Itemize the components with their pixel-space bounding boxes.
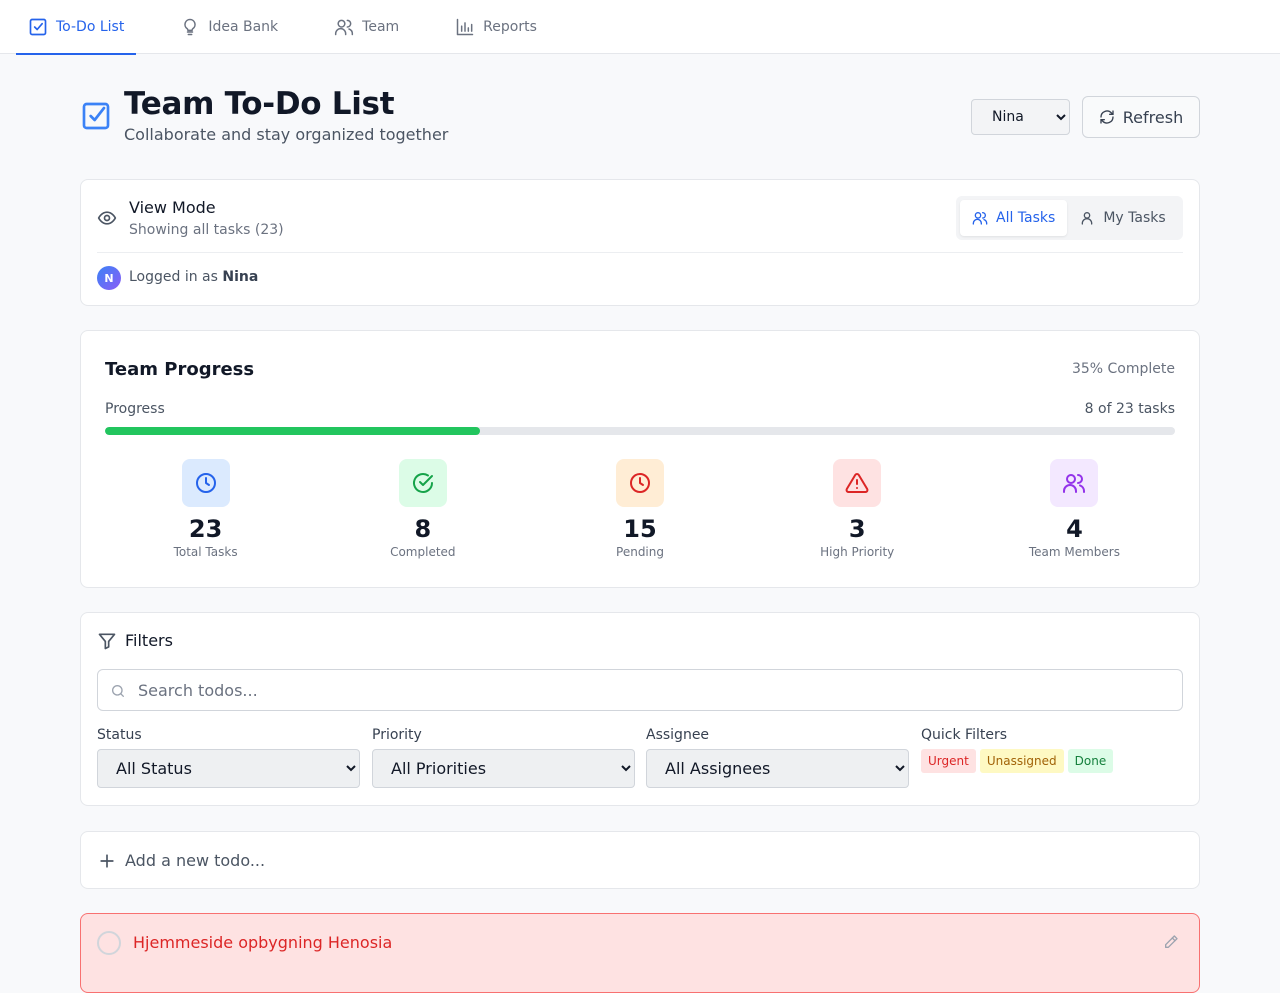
my-tasks-label: My Tasks <box>1103 210 1166 226</box>
stat-completed: 8 Completed <box>314 459 531 559</box>
progress-percent: 35% Complete <box>1071 361 1175 377</box>
status-label: Status <box>97 727 142 743</box>
progress-bar <box>105 427 1175 435</box>
refresh-label: Refresh <box>1122 107 1184 127</box>
stat-icon-box <box>398 459 447 507</box>
all-tasks-label: All Tasks <box>996 210 1056 226</box>
user-icon <box>1081 212 1093 225</box>
bar-chart-icon <box>456 18 474 36</box>
todo-title[interactable]: Hjemmeside opbygning Henosia <box>133 933 393 952</box>
progress-title: Team Progress <box>105 359 255 380</box>
todo-item: Hjemmeside opbygning Henosia <box>80 913 1200 993</box>
stat-pending: 15 Pending <box>531 459 748 559</box>
stat-value: 4 <box>1066 515 1083 543</box>
priority-filter: Priority All Priorities <box>372 727 635 788</box>
view-mode-subtitle: Showing all tasks (23) <box>129 222 284 238</box>
add-todo-label: Add a new todo... <box>125 851 266 870</box>
stat-value: 3 <box>848 515 866 543</box>
filter-icon <box>98 633 116 650</box>
search-box <box>97 669 1183 711</box>
tab-label: Reports <box>483 19 537 35</box>
stat-icon-box <box>1050 459 1099 507</box>
page-header: Team To-Do List Collaborate and stay org… <box>80 86 1200 150</box>
priority-label: Priority <box>372 727 422 743</box>
stat-team-members: 4 Team Members <box>966 459 1183 559</box>
refresh-button[interactable]: Refresh <box>1082 96 1200 138</box>
page-subtitle: Collaborate and stay organized together <box>124 125 449 144</box>
assignee-filter: Assignee All Assignees <box>646 727 909 788</box>
tab-todo-list[interactable]: To-Do List <box>16 0 137 55</box>
unassigned-chip[interactable]: Unassigned <box>979 749 1064 773</box>
tab-idea-bank[interactable]: Idea Bank <box>168 0 290 54</box>
top-nav: To-Do List Idea Bank Team Reports <box>0 0 1280 55</box>
priority-select[interactable]: All Priorities <box>372 749 635 788</box>
tab-label: Idea Bank <box>208 19 279 35</box>
pencil-icon[interactable] <box>1163 934 1179 950</box>
filters-card: Filters Status All Status Priority All P… <box>80 612 1200 806</box>
stat-label: Pending <box>616 545 664 559</box>
progress-bar-fill <box>105 427 480 435</box>
tab-label: Team <box>362 19 400 35</box>
clock-icon <box>195 473 216 493</box>
assignee-select[interactable]: All Assignees <box>646 749 909 788</box>
search-input[interactable] <box>138 670 1168 710</box>
team-progress-card: Team Progress 35% Complete Progress 8 of… <box>80 330 1200 588</box>
stat-icon-box <box>181 459 230 507</box>
todo-checkbox[interactable] <box>97 931 121 955</box>
avatar: N <box>97 266 121 290</box>
stat-value: 23 <box>188 515 223 543</box>
stat-high-priority: 3 High Priority <box>749 459 966 559</box>
assignee-label: Assignee <box>646 727 710 743</box>
users-icon <box>1063 474 1086 493</box>
add-todo-button[interactable]: Add a new todo... <box>80 831 1200 889</box>
progress-count: 8 of 23 tasks <box>1084 401 1175 417</box>
stat-value: 15 <box>623 515 657 543</box>
quick-filters-label: Quick Filters <box>921 727 1008 743</box>
logged-in-prefix: Logged in as <box>129 269 218 285</box>
all-tasks-button[interactable]: All Tasks <box>960 200 1068 236</box>
stats-row: 23 Total Tasks 8 Completed 15 Pending 3 … <box>97 459 1183 559</box>
stat-total-tasks: 23 Total Tasks <box>97 459 314 559</box>
tab-label: To-Do List <box>56 19 125 35</box>
quick-filter-chips: Urgent Unassigned Done <box>921 749 1114 773</box>
check-square-icon <box>82 102 110 130</box>
tab-reports[interactable]: Reports <box>443 0 549 54</box>
logged-in-text: Logged in as Nina <box>129 269 258 285</box>
my-tasks-button[interactable]: My Tasks <box>1067 200 1177 236</box>
stat-value: 8 <box>414 515 432 543</box>
stat-label: High Priority <box>820 545 895 559</box>
view-mode-card: View Mode Showing all tasks (23) All Tas… <box>80 179 1200 306</box>
done-chip[interactable]: Done <box>1067 749 1114 773</box>
check-circle-icon <box>412 473 433 493</box>
lightbulb-icon <box>184 18 197 36</box>
status-select[interactable]: All Status <box>97 749 360 788</box>
eye-icon <box>97 211 117 225</box>
users-icon <box>972 212 988 225</box>
search-icon <box>112 685 124 697</box>
clock-icon <box>630 473 650 493</box>
stat-icon-box <box>833 459 882 507</box>
stat-icon-box <box>616 459 664 507</box>
quick-filters: Quick Filters Urgent Unassigned Done <box>921 727 1114 773</box>
progress-label: Progress <box>105 401 165 417</box>
logged-in-user: Nina <box>222 269 259 285</box>
refresh-icon <box>1100 110 1114 124</box>
filters-title: Filters <box>125 631 173 650</box>
view-mode-title: View Mode <box>129 198 216 217</box>
check-square-icon <box>29 18 47 36</box>
user-select[interactable]: Nina <box>971 99 1070 135</box>
stat-label: Completed <box>390 545 456 559</box>
alert-triangle-icon <box>845 472 869 493</box>
view-mode-toggle: All Tasks My Tasks <box>956 196 1183 240</box>
page-title: Team To-Do List <box>124 86 395 122</box>
tab-team[interactable]: Team <box>322 0 411 54</box>
stat-label: Total Tasks <box>173 545 238 559</box>
status-filter: Status All Status <box>97 727 360 788</box>
plus-icon <box>100 854 114 868</box>
users-icon <box>335 19 354 36</box>
stat-label: Team Members <box>1028 545 1120 559</box>
urgent-chip[interactable]: Urgent <box>921 749 976 773</box>
divider <box>97 252 1183 253</box>
